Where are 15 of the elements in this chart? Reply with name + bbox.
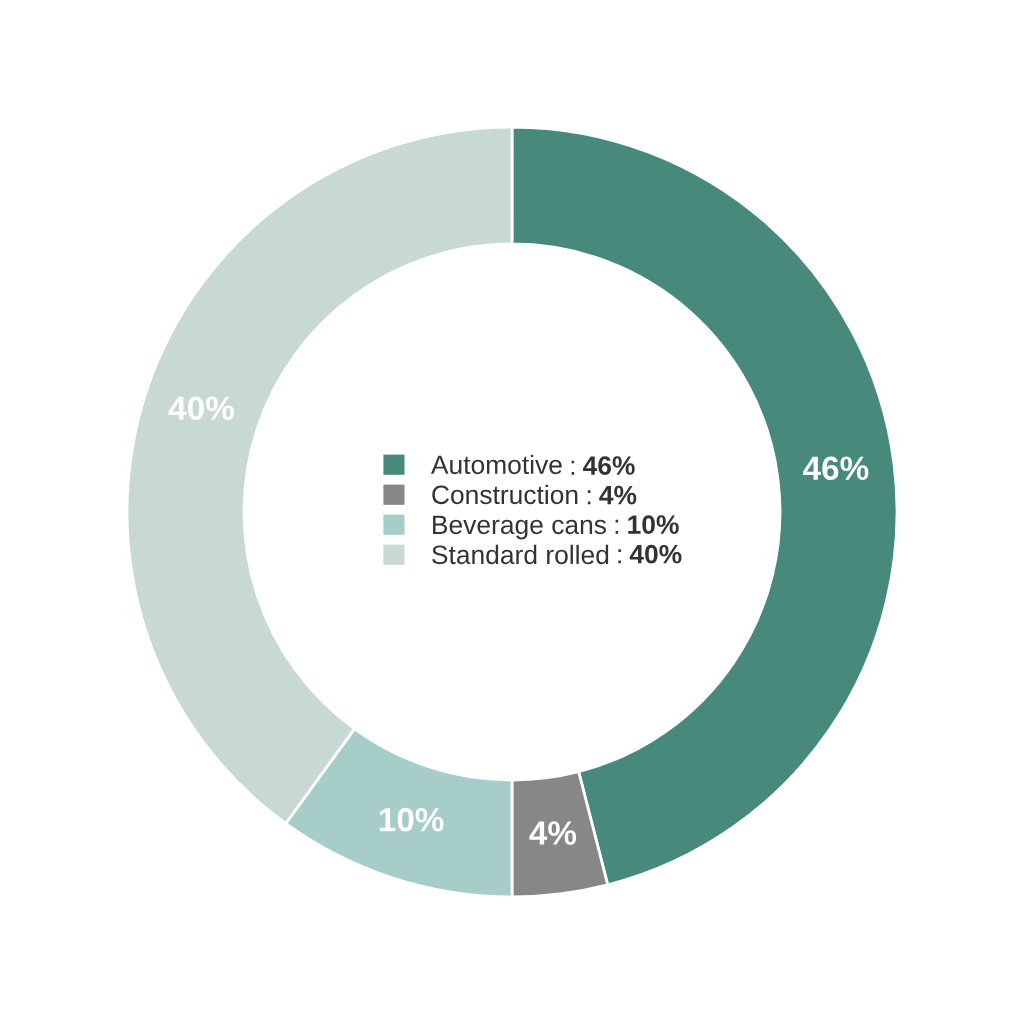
data-label: 10% <box>379 807 444 832</box>
data-label: 4% <box>529 821 577 845</box>
legend-label: Automotive <box>430 454 562 475</box>
text: 46% <box>583 456 635 475</box>
legend-label: Construction <box>432 484 578 505</box>
legend-label: Standard rolled <box>432 544 609 565</box>
text: : <box>615 519 619 534</box>
data-label: 46% <box>803 456 869 481</box>
text: : <box>618 549 621 564</box>
text: : <box>571 460 575 475</box>
text: 10% <box>628 515 679 534</box>
text: : <box>587 490 591 505</box>
legend-label: Beverage cans <box>433 515 606 540</box>
text: 4% <box>599 485 637 505</box>
text: 40% <box>629 544 682 564</box>
